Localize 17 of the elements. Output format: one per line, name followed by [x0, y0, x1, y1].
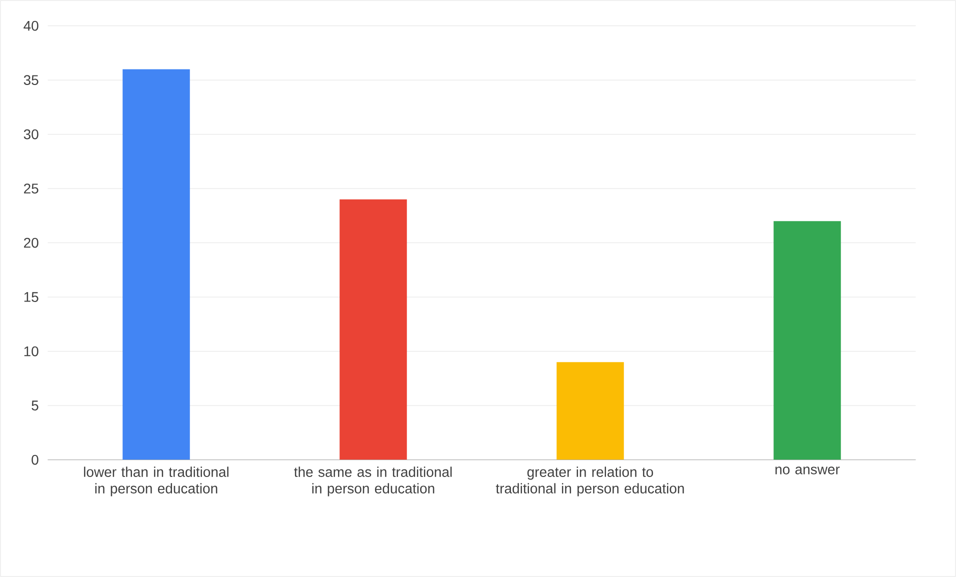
y-tick-label: 0 — [32, 454, 38, 465]
x-tick-label: no answer — [775, 466, 840, 474]
y-tick-label: 40 — [24, 20, 38, 31]
y-tick-label: 20 — [24, 238, 38, 248]
bar — [556, 362, 624, 460]
bar — [340, 199, 407, 460]
y-tick-label: 30 — [24, 129, 38, 140]
bar — [774, 221, 841, 460]
x-tick-label: lower than in traditional in person education — [84, 466, 228, 496]
y-tick-label: 15 — [24, 292, 38, 302]
y-tick-label: 25 — [24, 184, 38, 194]
y-tick-label: 5 — [32, 400, 38, 410]
y-tick-label: 10 — [24, 346, 38, 356]
x-tick-label: greater in relation to traditional in person education — [496, 466, 684, 496]
y-tick-label: 35 — [24, 75, 38, 86]
x-tick-label: the same as in traditional in person education — [294, 466, 452, 496]
bar — [122, 69, 190, 460]
